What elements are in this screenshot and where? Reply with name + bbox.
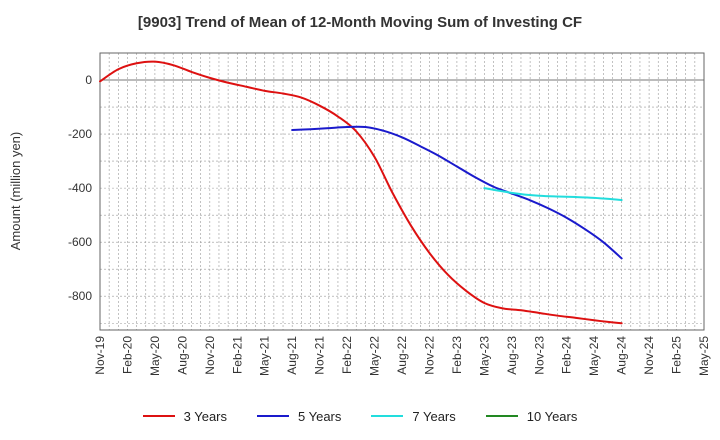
legend-item-5-years: 5 Years (257, 409, 341, 424)
legend-item-7-years: 7 Years (371, 408, 456, 424)
y-tick-labels: 0 -200 -400 -600 -800 (68, 73, 92, 303)
y-tick-label: 0 (85, 73, 92, 87)
x-tick-label: Nov-23 (532, 336, 546, 375)
series-layer (99, 60, 623, 325)
legend-label: 7 Years (412, 408, 456, 424)
x-tick-label: May-23 (477, 336, 491, 376)
x-tick-label: Feb-23 (450, 336, 464, 374)
legend-label: 5 Years (298, 408, 342, 424)
x-tick-label: Aug-24 (615, 336, 629, 375)
x-tick-label: Feb-21 (230, 336, 244, 374)
x-tick-label: Feb-24 (560, 336, 574, 374)
x-tick-labels: Nov-19 Feb-20 May-20 Aug-20 Nov-20 Feb-21 May-… (93, 336, 711, 376)
x-tick-label: May-20 (148, 336, 162, 376)
x-tick-label: Nov-21 (313, 336, 327, 375)
series-line-3-years (99, 60, 623, 325)
series-line-5-years (291, 125, 623, 260)
legend: 3 Years 5 Years 7 Years 10 Years (0, 404, 720, 428)
series-line-7-years (483, 187, 623, 202)
x-tick-label: Feb-20 (120, 336, 134, 374)
x-tick-label: Nov-19 (93, 336, 107, 375)
grid-layer (100, 53, 704, 330)
x-tick-label: Nov-20 (203, 336, 217, 375)
plot-area-frame (99, 52, 705, 331)
x-tick-label: Feb-22 (340, 336, 354, 374)
x-tick-label: Aug-23 (505, 336, 519, 375)
x-tick-label: May-24 (587, 336, 601, 376)
legend-item-10-years: 10 Years (485, 408, 578, 424)
chart-title: [9903] Trend of Mean of 12-Month Moving … (137, 14, 583, 31)
legend-swatch (485, 415, 518, 417)
x-tick-label: May-21 (258, 336, 272, 376)
y-tick-label: -400 (68, 181, 92, 195)
y-tick-label: -600 (68, 235, 92, 249)
x-tick-label: May-25 (697, 336, 711, 376)
y-tick-label: -200 (68, 127, 92, 141)
x-tick-label: Nov-24 (642, 336, 656, 375)
x-tick-label: Aug-20 (175, 336, 189, 375)
y-tick-label: -800 (68, 289, 92, 303)
legend-item-3-years: 3 Years (142, 408, 227, 424)
legend-label: 10 Years (526, 408, 578, 424)
legend-swatch (142, 415, 175, 417)
legend-swatch (257, 415, 289, 417)
x-tick-label: Feb-25 (670, 336, 684, 374)
legend-swatch (371, 415, 404, 417)
x-tick-label: Aug-22 (395, 336, 409, 375)
x-tick-label: Aug-21 (285, 336, 299, 375)
legend-label: 3 Years (183, 408, 227, 424)
x-tick-label: Nov-22 (422, 336, 436, 375)
x-tick-label: May-22 (368, 336, 382, 376)
y-axis-label: Amount (million yen) (8, 132, 23, 251)
